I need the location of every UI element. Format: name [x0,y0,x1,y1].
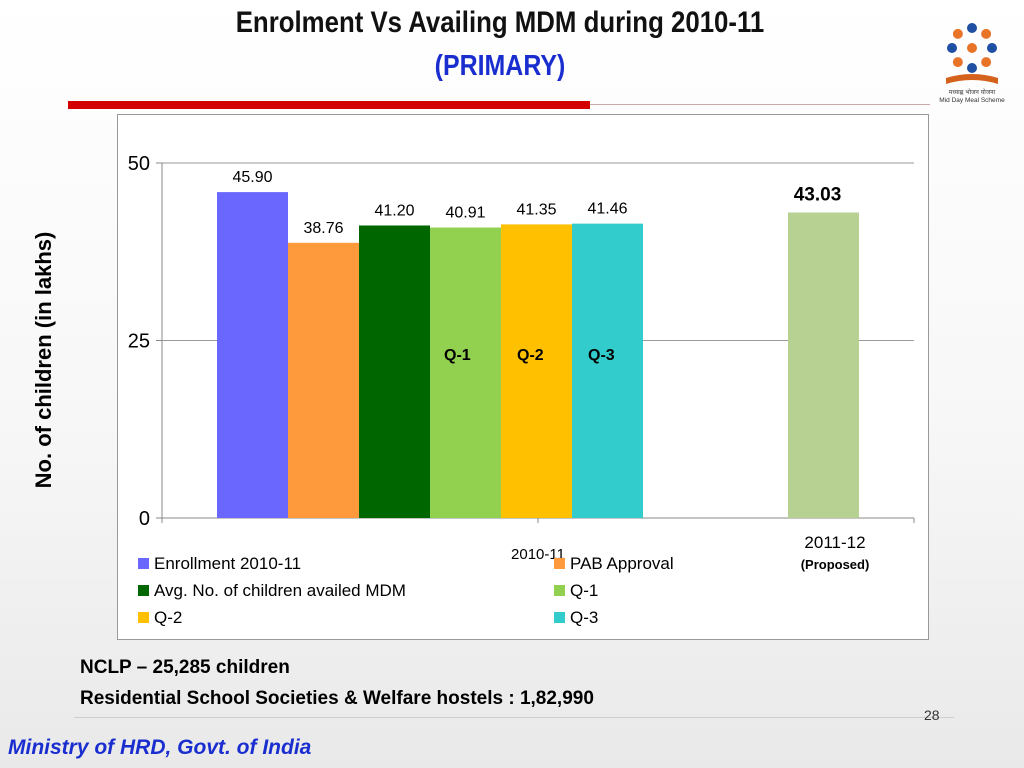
legend-label: Enrollment 2010-11 [154,554,301,573]
logo-figure [947,43,957,53]
residential-note: Residential School Societies & Welfare h… [80,688,594,709]
legend-label: Q-3 [570,608,598,627]
legend-label: Q-2 [154,608,182,627]
data-label: 43.03 [794,184,842,205]
bar-annotation: Q-1 [444,347,471,364]
legend-swatch [554,585,565,596]
footer-ministry: Ministry of HRD, Govt. of India [8,736,312,759]
legend-swatch [138,558,149,569]
bar [788,212,859,518]
logo-figure [987,43,997,53]
footer-divider [74,717,954,718]
slide-subtitle: (PRIMARY) [434,50,566,82]
bar [430,227,501,518]
y-tick-label: 25 [128,331,150,353]
legend-label: PAB Approval [570,554,674,573]
logo-figure [967,23,977,33]
logo-figure [981,57,992,68]
y-tick-label: 50 [128,153,150,175]
legend-label: Q-1 [570,581,598,600]
legend-label: Avg. No. of children availed MDM [154,581,406,600]
bar-annotation: Q-2 [517,347,544,364]
bar [288,242,359,518]
x-category-label: 2010-11 [511,546,565,563]
bar [359,225,430,518]
legend-swatch [138,612,149,623]
logo-figure [967,63,977,73]
logo-english-text: Mid Day Meal Scheme [939,97,1005,104]
x-category-label: 2011-12 [804,533,865,552]
data-label: 40.91 [445,205,485,222]
chart-area: 0 25 50 45.90 38.76 41.20 40.91 41.35 41.46 43.03… [117,114,929,640]
x-category-sublabel: (Proposed) [801,557,870,572]
page-number: 28 [924,707,940,723]
data-label: 45.90 [232,169,272,186]
y-tick-label: 0 [139,508,150,530]
data-label: 41.20 [374,202,414,219]
legend-swatch [138,585,149,596]
mdm-logo: मध्याह्न भोजन योजना Mid Day Meal Scheme [939,23,1005,104]
title-underline-thin [590,104,930,105]
logo-ring [947,23,997,73]
bar-chart: 0 25 50 45.90 38.76 41.20 40.91 41.35 41.46 43.03… [128,153,915,627]
legend-swatch [554,558,565,569]
y-axis-label-wrap: No. of children (in lakhs) [24,200,64,520]
bar [572,223,643,518]
y-axis-label: No. of children (in lakhs) [31,231,56,489]
book-icon [946,74,998,84]
slide-title: Enrolment Vs Availing MDM during 2010-11 [235,6,765,39]
data-label: 41.35 [516,201,556,218]
data-label: 41.46 [587,201,627,218]
logo-figure [952,28,963,39]
title-underline [68,101,590,109]
nclp-note: NCLP – 25,285 children [80,657,290,678]
data-label: 38.76 [303,220,343,237]
bar [217,192,288,519]
logo-figure [952,57,963,68]
legend-swatch [554,612,565,623]
bar-annotation: Q-3 [588,347,615,364]
bar [501,224,572,518]
logo-figure [981,28,992,39]
logo-hindi-text: मध्याह्न भोजन योजना [949,88,996,96]
